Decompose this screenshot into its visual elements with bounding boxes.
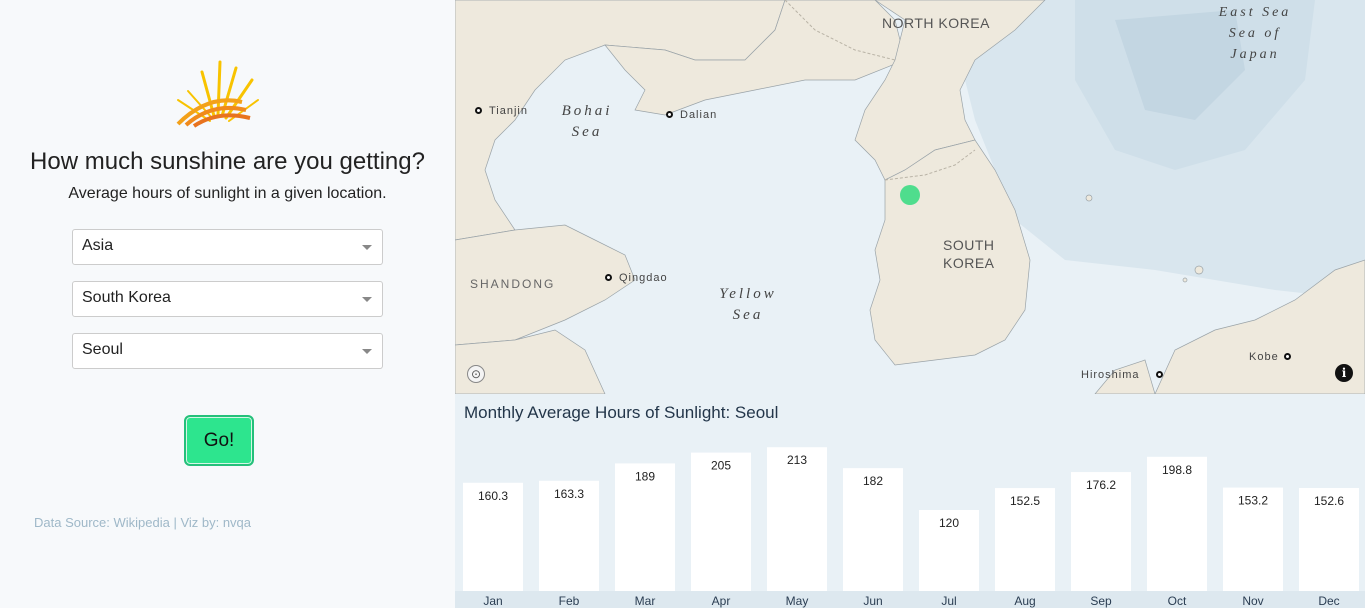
bar-apr[interactable] xyxy=(691,452,751,591)
x-tick-label: Mar xyxy=(635,594,656,608)
x-axis xyxy=(455,591,1365,608)
bar-value-label: 182 xyxy=(863,474,883,488)
bar-value-label: 189 xyxy=(635,469,655,483)
compass-icon[interactable]: ⊙ xyxy=(467,365,485,383)
credits[interactable]: Data Source: Wikipedia | Viz by: nvqa xyxy=(34,515,252,530)
label-south-korea: SOUTH KOREA xyxy=(943,237,995,271)
page-title: How much sunshine are you getting? xyxy=(30,148,425,175)
city-dot-kobe xyxy=(1284,353,1291,360)
bar-value-label: 176.2 xyxy=(1086,478,1116,492)
x-tick-label: Oct xyxy=(1168,594,1187,608)
x-tick-label: May xyxy=(786,594,809,608)
label-hiroshima: Hiroshima xyxy=(1081,369,1140,381)
city-select-value: Seoul xyxy=(82,341,123,358)
bar-value-label: 213 xyxy=(787,453,807,467)
x-tick-label: Sep xyxy=(1090,594,1112,608)
page-subtitle: Average hours of sunlight in a given loc… xyxy=(68,185,387,202)
label-bohai-sea: Bohai Sea xyxy=(561,103,613,140)
bar-value-label: 120 xyxy=(939,516,959,530)
chevron-down-icon xyxy=(362,349,372,354)
info-icon[interactable]: i xyxy=(1335,364,1353,382)
city-select[interactable]: Seoul xyxy=(72,333,383,369)
country-select-value: South Korea xyxy=(82,289,171,306)
chart-plot: 160.3 Jan 163.3 Feb 189 Mar 205 Apr 213 May 182 Jun… xyxy=(455,447,1365,608)
bar-feb[interactable] xyxy=(539,480,599,591)
bar-mar[interactable] xyxy=(615,463,675,591)
bar-jun[interactable] xyxy=(843,468,903,591)
control-panel: How much sunshine are you getting? Avera… xyxy=(0,0,455,608)
label-north-korea: NORTH KOREA xyxy=(882,15,990,31)
bar-nov[interactable] xyxy=(1223,487,1283,591)
bar-may[interactable] xyxy=(767,447,827,591)
bar-dec[interactable] xyxy=(1299,487,1359,591)
label-yellow-sea: Yellow Sea xyxy=(719,286,777,323)
x-tick-label: Apr xyxy=(712,594,731,608)
label-kobe: Kobe xyxy=(1249,351,1279,363)
go-button[interactable]: Go! xyxy=(184,415,254,466)
bar-jul[interactable] xyxy=(919,510,979,591)
sun-icon xyxy=(172,58,262,128)
chart-title: Monthly Average Hours of Sunlight: Seoul xyxy=(464,403,779,422)
country-select[interactable]: South Korea xyxy=(72,281,383,317)
city-dot-tianjin xyxy=(475,107,482,114)
bar-value-label: 205 xyxy=(711,459,731,473)
bar-value-label: 163.3 xyxy=(554,487,584,501)
city-dot-dalian xyxy=(666,111,673,118)
label-east-sea: East Sea Sea of Japan xyxy=(1218,5,1292,62)
bar-value-label: 153.2 xyxy=(1238,494,1268,508)
chevron-down-icon xyxy=(362,297,372,302)
label-qingdao: Qingdao xyxy=(619,272,668,284)
continent-select[interactable]: Asia xyxy=(72,229,383,265)
x-tick-label: Jan xyxy=(483,594,502,608)
bar-value-label: 198.8 xyxy=(1162,463,1192,477)
map-basemap xyxy=(455,0,1365,394)
bar-value-label: 160.3 xyxy=(478,489,508,503)
continent-select-value: Asia xyxy=(82,237,114,254)
bar-aug[interactable] xyxy=(995,488,1055,591)
bar-oct[interactable] xyxy=(1147,456,1207,591)
x-tick-label: Nov xyxy=(1242,594,1263,608)
label-dalian: Dalian xyxy=(680,109,718,121)
label-shandong: SHANDONG xyxy=(470,277,556,291)
x-tick-label: Aug xyxy=(1014,594,1035,608)
x-tick-label: Feb xyxy=(559,594,580,608)
sunlight-chart: Monthly Average Hours of Sunlight: Seoul… xyxy=(455,394,1365,608)
chevron-down-icon xyxy=(362,245,372,250)
x-tick-label: Jul xyxy=(941,594,956,608)
bar-value-label: 152.6 xyxy=(1314,494,1344,508)
x-tick-label: Dec xyxy=(1318,594,1339,608)
location-marker-seoul[interactable] xyxy=(900,185,920,205)
x-tick-label: Jun xyxy=(863,594,882,608)
bar-sep[interactable] xyxy=(1071,472,1131,591)
city-dot-hiroshima xyxy=(1156,371,1163,378)
city-dot-qingdao xyxy=(605,274,612,281)
bar-jan[interactable] xyxy=(463,482,523,591)
bar-value-label: 152.5 xyxy=(1010,494,1040,508)
label-tianjin: Tianjin xyxy=(489,105,528,117)
